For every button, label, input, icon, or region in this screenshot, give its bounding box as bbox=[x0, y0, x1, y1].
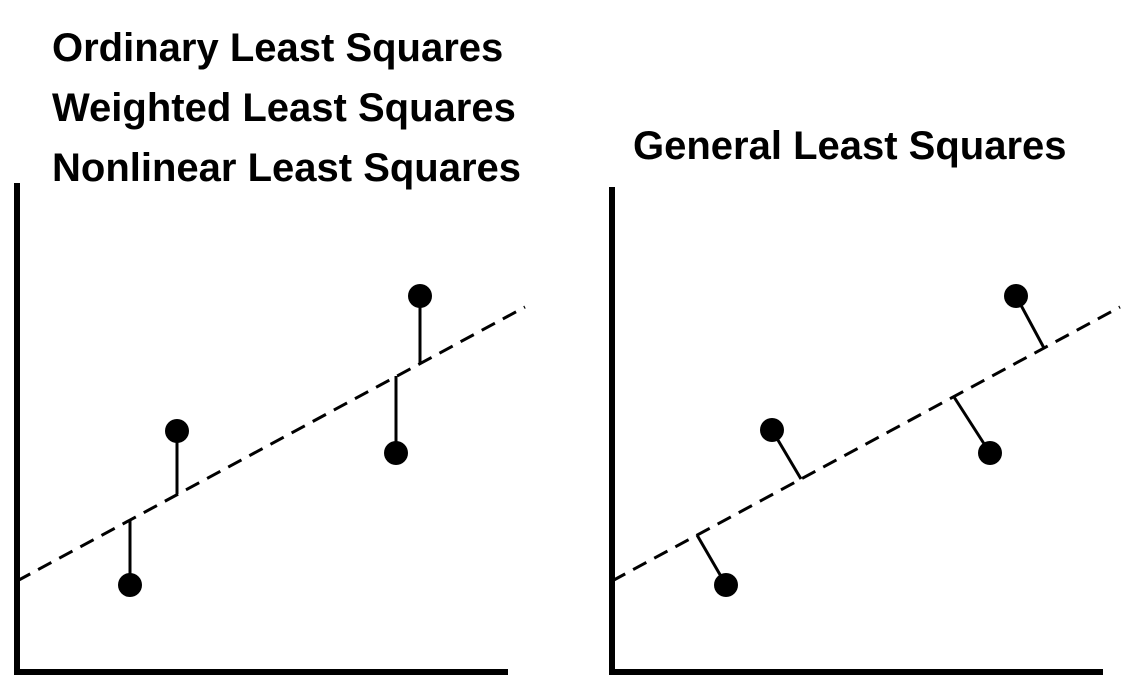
left-data-point-4 bbox=[408, 284, 432, 308]
title-nonlinear-least-squares: Nonlinear Least Squares bbox=[52, 146, 522, 190]
right-data-point-1 bbox=[714, 573, 738, 597]
right-data-point-4 bbox=[1004, 284, 1028, 308]
left-regression-line bbox=[16, 305, 526, 583]
left-data-point-3 bbox=[384, 441, 408, 465]
right-data-point-2 bbox=[760, 418, 784, 442]
left-panel bbox=[14, 183, 526, 675]
left-data-point-1 bbox=[118, 573, 142, 597]
right-data-point-3 bbox=[978, 441, 1002, 465]
right-panel bbox=[609, 187, 1121, 675]
title-ordinary-least-squares: Ordinary Least Squares bbox=[52, 26, 504, 70]
left-data-point-2 bbox=[165, 419, 189, 443]
title-general-least-squares: General Least Squares bbox=[633, 124, 1067, 168]
left-panel-titles: Ordinary Least Squares Weighted Least Sq… bbox=[52, 18, 521, 198]
title-weighted-least-squares: Weighted Least Squares bbox=[52, 86, 516, 130]
